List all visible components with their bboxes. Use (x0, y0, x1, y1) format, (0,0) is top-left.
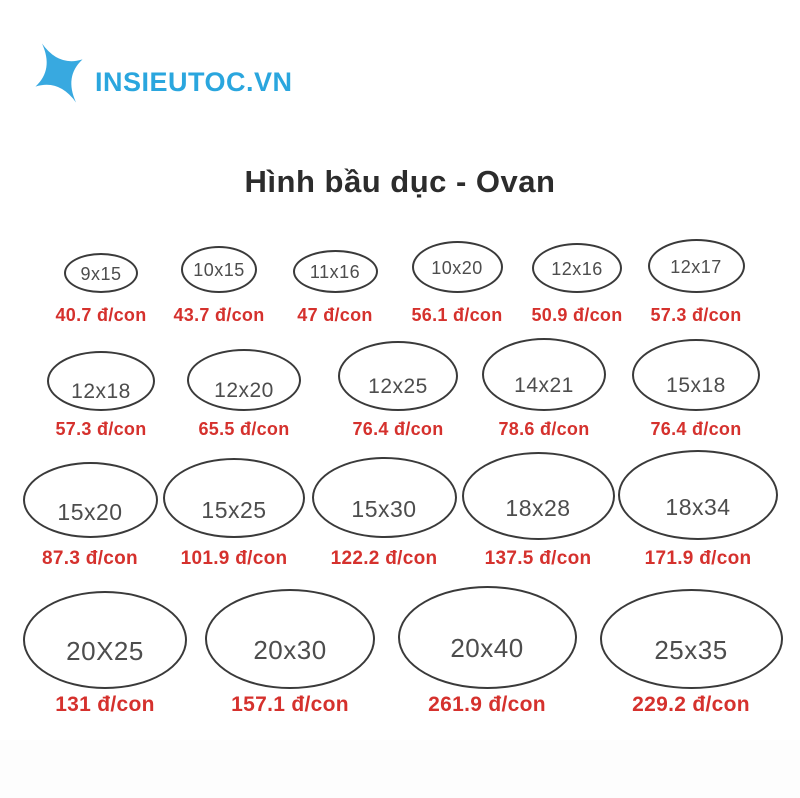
oval-shape-12x16: 12x16 (532, 243, 622, 293)
price-label: 261.9 đ/con (428, 693, 546, 716)
price-label: 87.3 đ/con (42, 548, 138, 569)
oval-shape-15x20: 15x20 (22, 462, 158, 538)
oval-shape-10x20: 10x20 (411, 241, 503, 293)
oval-shape-12x17: 12x17 (647, 239, 745, 293)
oval-shape-20x40: 20x40 (397, 586, 577, 689)
logo: INSIEUTOC.VN (25, 28, 293, 118)
size-label: 15x25 (201, 496, 267, 523)
price-label: 171.9 đ/con (644, 548, 752, 569)
ovals-board: 9x15 40.7 đ/con 10x15 43.7 đ/con 11x16 47 đ/c… (22, 239, 783, 716)
price-label: 65.5 đ/con (198, 419, 290, 439)
size-label: 10x15 (193, 260, 245, 280)
size-label: 18x34 (665, 493, 731, 520)
price-label: 229.2 đ/con (632, 693, 750, 716)
size-label: 12x25 (368, 375, 428, 398)
size-label: 20x30 (253, 634, 327, 665)
oval-shape-12x20: 12x20 (187, 349, 301, 411)
size-label: 12x18 (71, 380, 131, 403)
oval-shape-14x21: 14x21 (482, 338, 606, 411)
footer: 198/18 Thoại Ngọc Hầu - Phú Thạnh - Tân … (0, 740, 800, 798)
oval-shape-11x16: 11x16 (292, 250, 378, 293)
price-label: 40.7 đ/con (55, 305, 147, 325)
oval-shape-15x18: 15x18 (632, 339, 760, 411)
size-label: 9x15 (80, 263, 122, 284)
oval-shape-12x18: 12x18 (47, 351, 155, 411)
price-label: 78.6 đ/con (498, 419, 590, 439)
size-label: 11x16 (309, 262, 361, 282)
star-sparkle-icon (25, 33, 93, 113)
size-label: 25x35 (654, 634, 728, 665)
oval-shape-9x15: 9x15 (64, 253, 138, 293)
size-label: 20x40 (450, 633, 524, 663)
price-label: 131 đ/con (55, 693, 155, 716)
price-label: 57.3 đ/con (650, 305, 742, 325)
logo-text: INSIEUTOC.VN (95, 66, 293, 97)
price-label: 57.3 đ/con (55, 419, 147, 439)
size-label: 12x16 (551, 258, 603, 279)
oval-shape-20x30: 20x30 (205, 589, 375, 689)
price-label: 56.1 đ/con (411, 305, 503, 325)
oval-shape-25x35: 25x35 (599, 589, 783, 689)
price-label: 122.2 đ/con (330, 548, 438, 569)
oval-shape-10x15: 10x15 (181, 246, 257, 293)
price-label: 157.1 đ/con (231, 693, 349, 716)
size-label: 12x17 (670, 256, 722, 277)
price-label: 137.5 đ/con (484, 548, 592, 569)
size-label: 14x21 (514, 373, 574, 397)
price-label: 76.4 đ/con (650, 419, 742, 439)
oval-shape-15x25: 15x25 (163, 458, 305, 538)
price-label: 76.4 đ/con (352, 419, 444, 439)
price-label: 101.9 đ/con (180, 548, 288, 569)
size-label: 15x18 (666, 374, 726, 397)
price-label: 50.9 đ/con (531, 305, 623, 325)
page-title: Hình bầu dục - Ovan (244, 164, 556, 199)
price-label: 43.7 đ/con (173, 305, 265, 325)
size-label: 20X25 (66, 635, 144, 666)
size-label: 15x30 (351, 496, 417, 522)
oval-shape-20x25: 20X25 (23, 591, 187, 689)
oval-shape-18x28: 18x28 (461, 452, 615, 540)
price-label: 47 đ/con (297, 305, 373, 325)
size-label: 10x20 (431, 257, 483, 278)
oval-shape-15x30: 15x30 (311, 457, 457, 538)
oval-shape-12x25: 12x25 (338, 341, 458, 411)
oval-shape-18x34: 18x34 (618, 450, 778, 540)
size-label: 18x28 (505, 494, 571, 521)
size-label: 12x20 (214, 379, 274, 402)
size-label: 15x20 (57, 498, 123, 525)
